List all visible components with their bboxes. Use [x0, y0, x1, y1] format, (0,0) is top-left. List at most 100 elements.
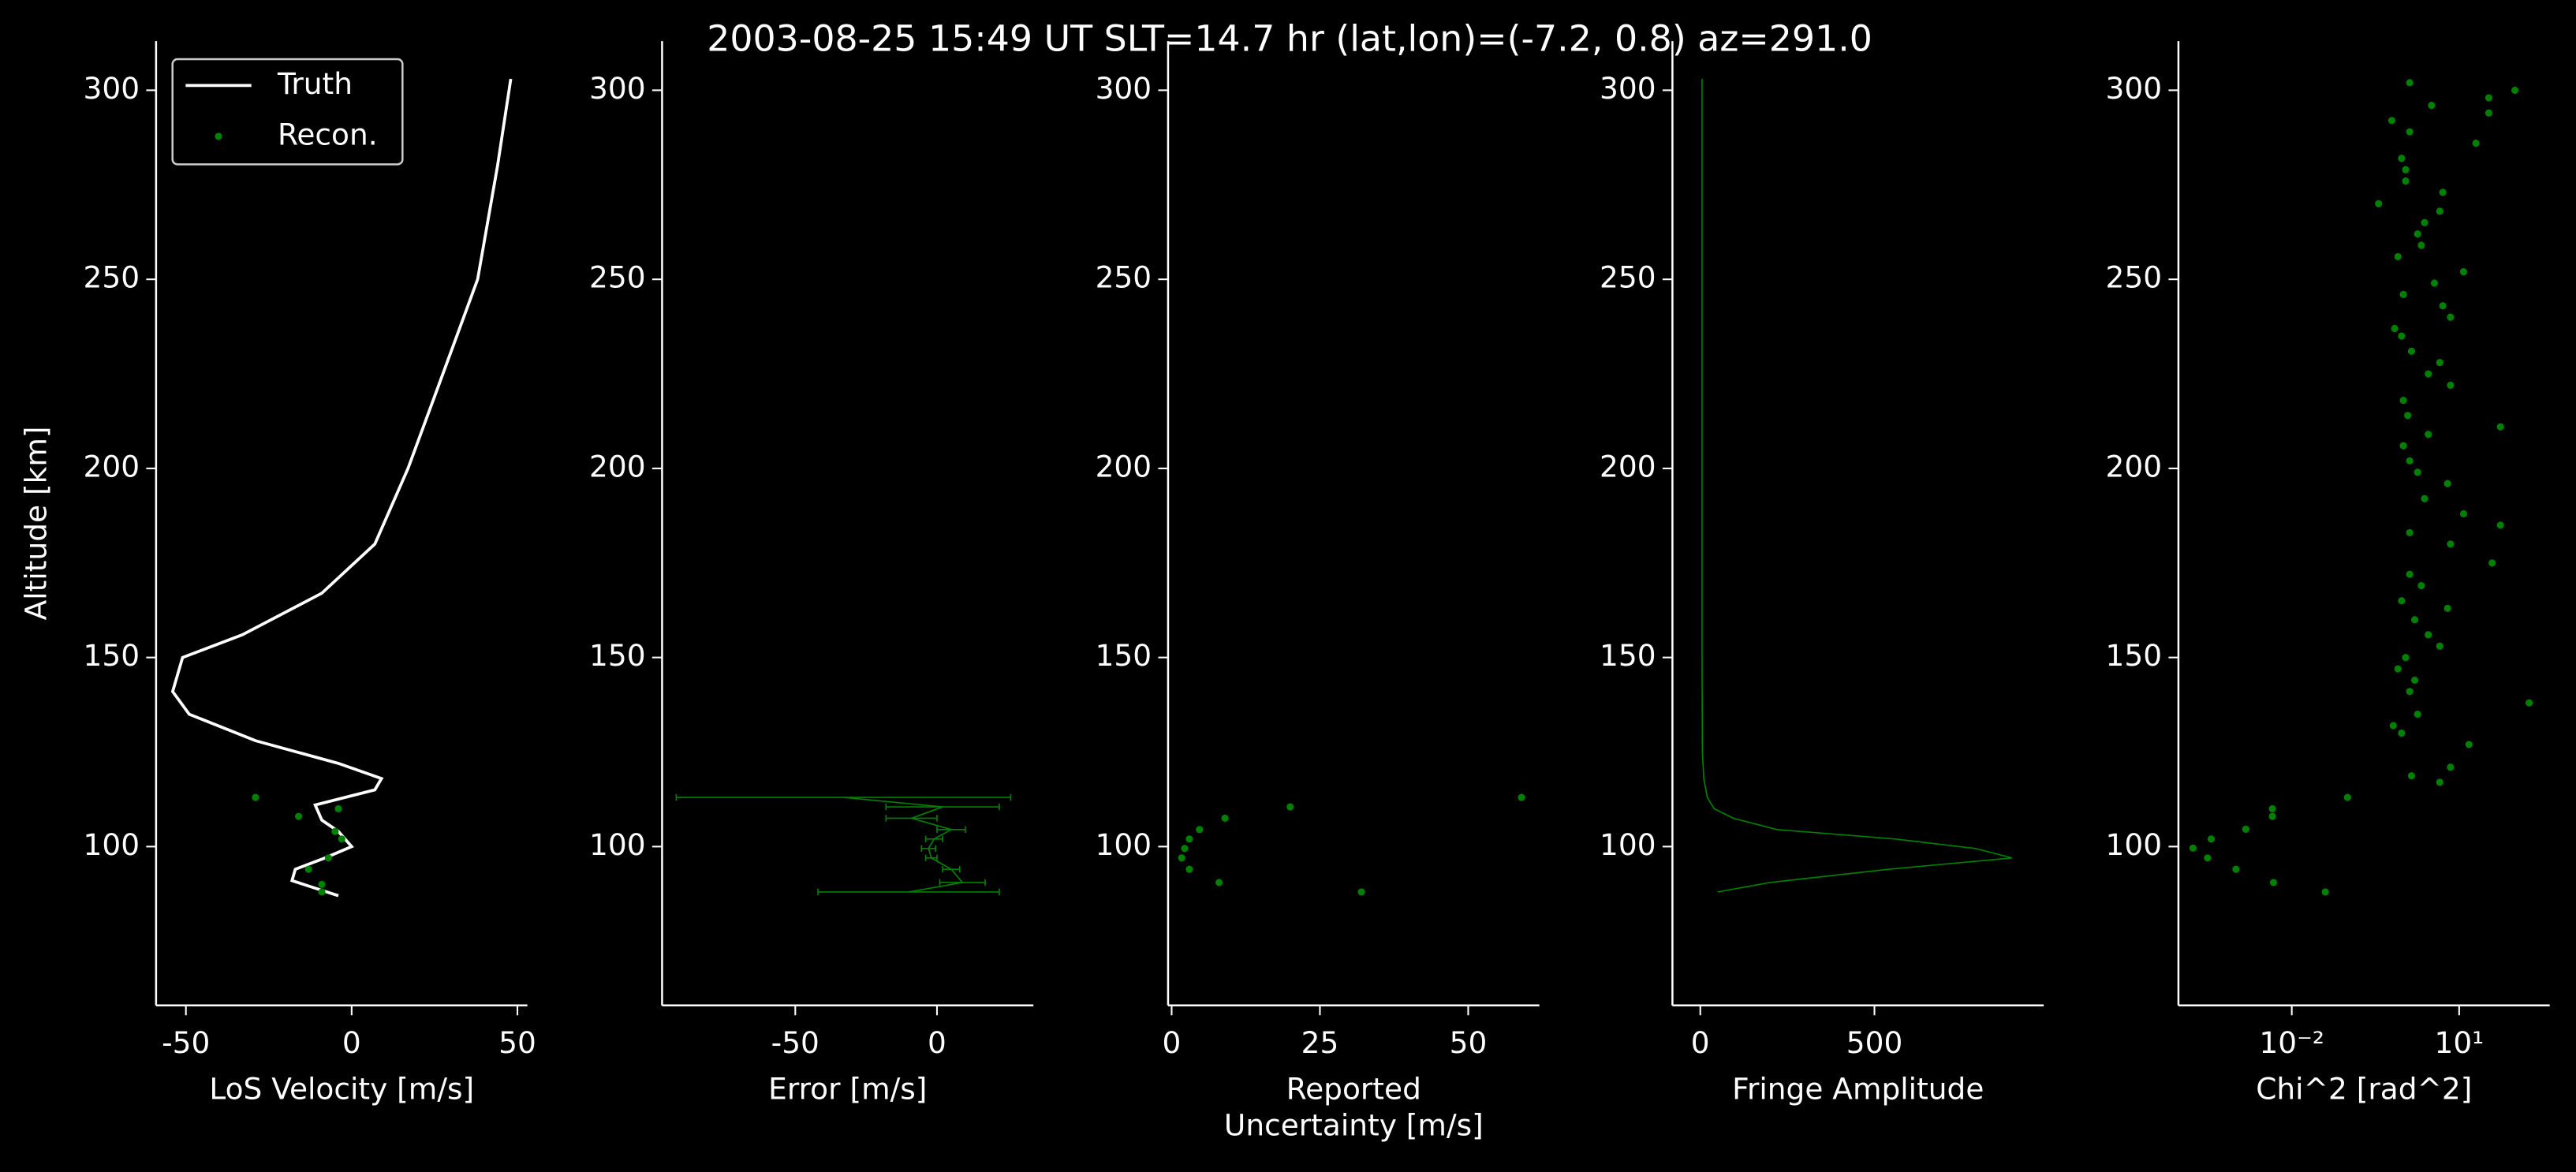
point	[2387, 117, 2396, 125]
point	[2485, 94, 2493, 102]
y-tick-label: 200	[1096, 449, 1152, 483]
panel: 100 150 200 250 300 0 25 50 ReportedUncertainty …	[1096, 41, 1540, 1142]
error-bar	[942, 865, 961, 873]
legend-label: Truth	[277, 66, 353, 101]
point	[2406, 457, 2414, 465]
y-tick-label: 200	[2106, 449, 2163, 483]
point	[2207, 835, 2216, 843]
x-axis-label: Error [m/s]	[768, 1072, 927, 1107]
point	[2232, 865, 2240, 873]
x-tick-label: 0	[928, 1025, 946, 1060]
point	[2402, 166, 2410, 174]
point	[2447, 540, 2455, 548]
y-tick-label: 200	[84, 449, 140, 483]
point	[318, 880, 326, 888]
x-axis-label: LoS Velocity [m/s]	[209, 1072, 474, 1107]
point	[2399, 290, 2407, 298]
point	[2391, 324, 2399, 333]
point	[1181, 845, 1189, 853]
point	[2398, 729, 2406, 737]
line	[1701, 79, 2013, 893]
point	[324, 854, 333, 862]
error-bar	[885, 803, 1000, 811]
point	[1286, 803, 1294, 811]
point	[2447, 313, 2455, 321]
error-bar	[817, 888, 1000, 896]
point	[2398, 155, 2406, 162]
error-bar	[920, 845, 937, 852]
x-tick-label: 10¹	[2434, 1025, 2484, 1060]
y-tick-label: 150	[2106, 638, 2163, 673]
y-tick-label: 100	[1600, 827, 1656, 862]
point	[1215, 879, 1223, 886]
point	[1357, 888, 1365, 896]
y-tick-label: 300	[589, 71, 646, 106]
y-tick-label: 300	[2106, 71, 2163, 106]
point	[2398, 332, 2406, 340]
point	[2496, 423, 2504, 431]
point	[2436, 359, 2443, 367]
point	[1178, 854, 1185, 862]
point	[2204, 854, 2212, 862]
y-tick-label: 250	[1096, 260, 1152, 295]
point	[2425, 370, 2432, 378]
point	[2406, 570, 2414, 578]
point	[2189, 844, 2197, 852]
y-axis-label: Altitude [km]	[18, 426, 53, 620]
point	[2488, 559, 2496, 567]
error-bar	[936, 826, 966, 833]
point	[2406, 79, 2414, 87]
panel: 100 150 200 250 300 10⁻² 10¹ Chi^2 [rad^2]	[2106, 41, 2550, 1107]
figure-title: 2003-08-25 15:49 UT SLT=14.7 hr (lat,lon…	[707, 17, 1872, 60]
x-tick-label: 0	[1163, 1025, 1182, 1060]
point	[2421, 218, 2429, 226]
point	[1185, 835, 1193, 843]
panel: 100 150 200 250 300 0 500 Fringe Amplitude	[1600, 41, 2044, 1107]
y-tick-label: 250	[2106, 260, 2163, 295]
x-tick-label: 0	[1691, 1025, 1710, 1060]
x-tick-label: 50	[498, 1025, 536, 1060]
y-tick-label: 300	[1096, 71, 1152, 106]
error-bar	[924, 854, 938, 861]
x-tick-label: 25	[1301, 1025, 1339, 1060]
line	[843, 797, 964, 893]
point	[2421, 495, 2429, 502]
point	[2398, 597, 2406, 605]
point	[2410, 616, 2419, 624]
y-tick-label: 100	[1096, 827, 1152, 862]
point	[2394, 665, 2402, 673]
point	[2394, 252, 2402, 260]
point	[304, 865, 312, 873]
point	[2459, 509, 2468, 518]
point	[2321, 888, 2329, 896]
x-axis-label: Chi^2 [rad^2]	[2256, 1072, 2472, 1107]
x-tick-label: 500	[1846, 1025, 1903, 1060]
y-tick-label: 150	[589, 638, 646, 673]
x-tick-label: -50	[162, 1025, 210, 1060]
error-bar	[924, 835, 943, 842]
y-tick-label: 200	[1600, 449, 1656, 483]
y-tick-label: 100	[2106, 827, 2163, 862]
point	[318, 888, 326, 896]
y-tick-label: 200	[589, 449, 646, 483]
point	[2406, 128, 2414, 136]
point	[2439, 302, 2447, 310]
error-bar	[675, 793, 1012, 801]
y-tick-label: 300	[1600, 71, 1656, 106]
point	[2511, 86, 2519, 95]
x-tick-label: 50	[1450, 1025, 1488, 1060]
y-tick-label: 100	[589, 827, 646, 862]
point	[2472, 139, 2480, 147]
error-bar	[939, 879, 986, 886]
point	[2242, 825, 2249, 833]
y-tick-label: 150	[1600, 638, 1656, 673]
legend-marker	[215, 133, 222, 140]
point	[2268, 812, 2276, 820]
point	[1196, 826, 1204, 834]
point	[2417, 241, 2425, 249]
y-tick-label: 300	[84, 71, 140, 106]
y-tick-label: 100	[84, 827, 140, 862]
legend-label: Recon.	[278, 117, 378, 151]
point	[2436, 642, 2443, 650]
